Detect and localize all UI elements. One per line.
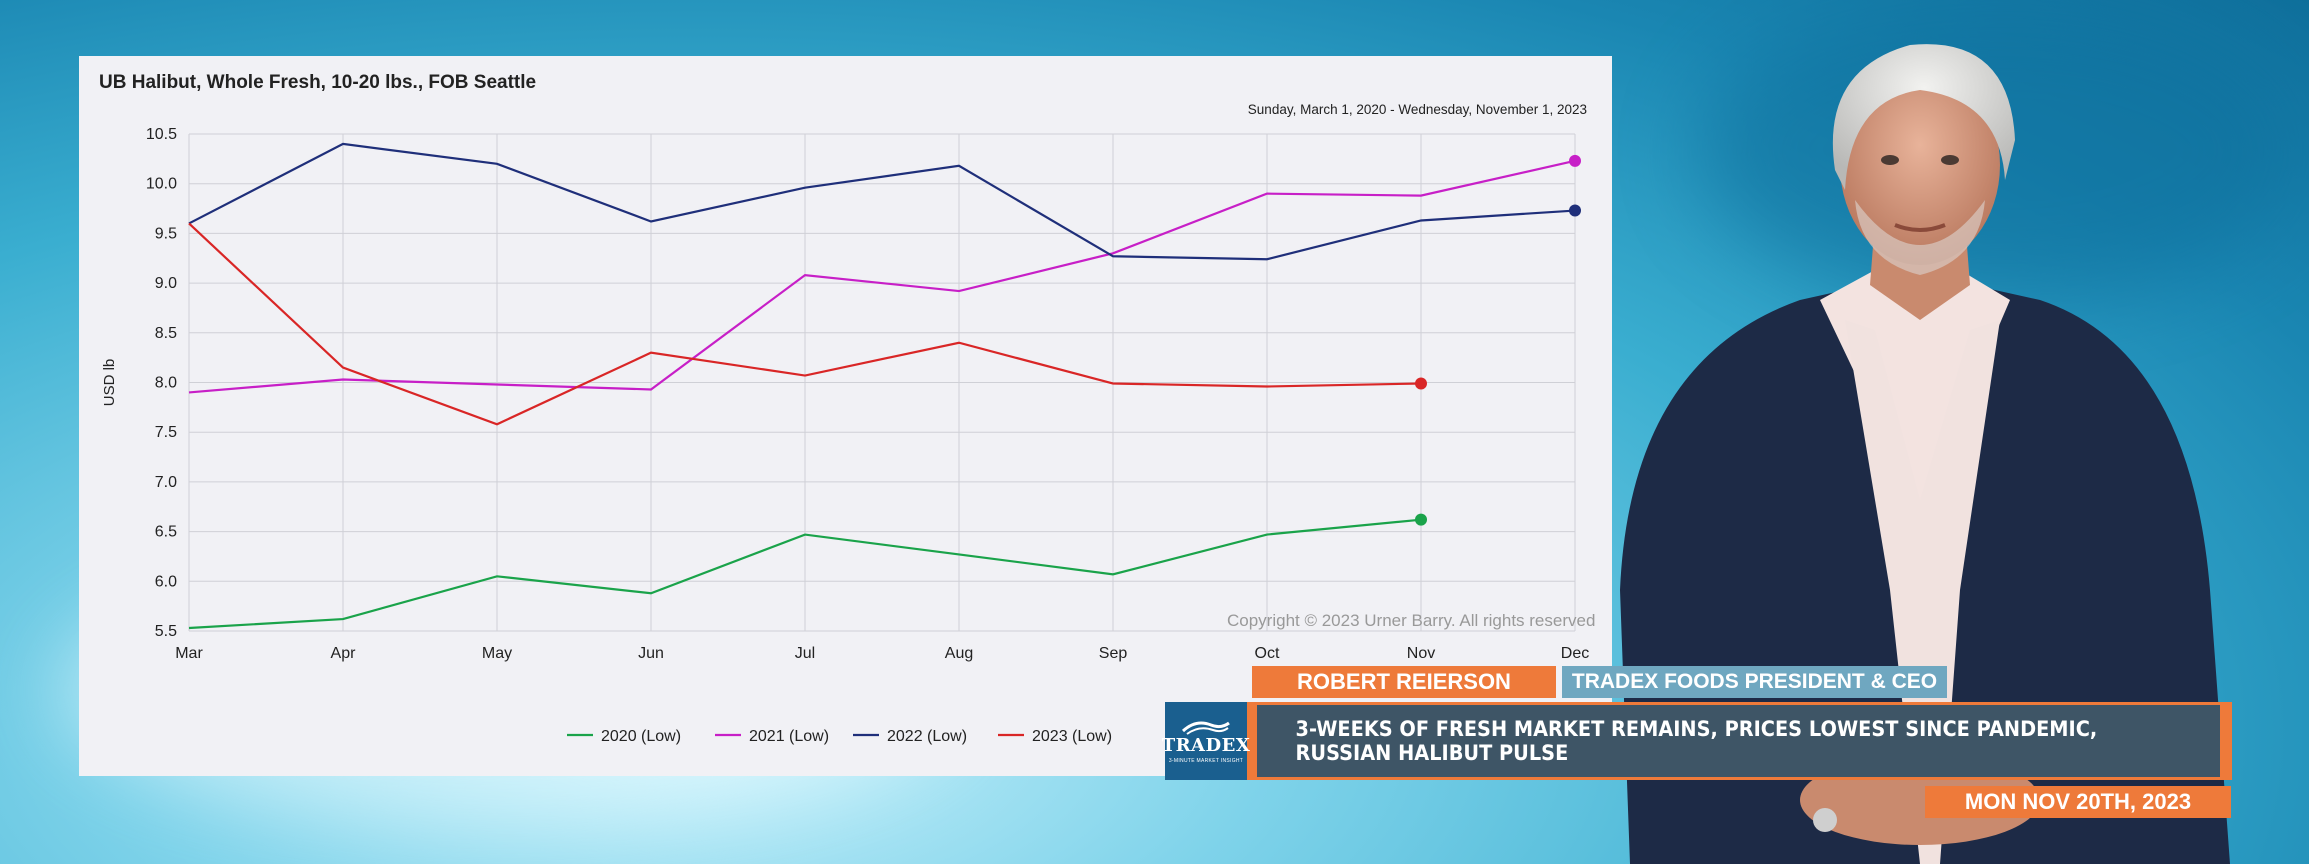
wave-icon [1181,721,1230,735]
y-tick-label: 7.5 [155,424,177,441]
logo-text: TRADEX [1161,734,1251,756]
chart-date-range: Sunday, March 1, 2020 - Wednesday, Novem… [1247,102,1587,117]
series-end-point [1569,204,1581,217]
legend-label: 2023 (Low) [1032,728,1112,745]
series-line-2023-low- [188,222,1422,426]
presenter-role-tag: TRADEX FOODS PRESIDENT & CEO [1562,666,1947,698]
y-tick-label: 10.0 [146,176,177,193]
chart-title: UB Halibut, Whole Fresh, 10-20 lbs., FOB… [99,72,537,93]
y-tick-label: 8.0 [155,375,177,392]
headline-text: 3-WEEKS OF FRESH MARKET REMAINS, PRICES … [1257,705,2220,777]
x-tick-label: Oct [1255,645,1280,662]
logo-subtext: 3-MINUTE MARKET INSIGHT [1168,757,1244,764]
x-tick-label: Jun [638,645,664,662]
x-tick-label: May [482,645,512,662]
y-axis-label: USD lb [101,359,118,407]
x-tick-label: Apr [331,645,357,662]
y-tick-label: 7.0 [155,474,177,491]
y-tick-label: 8.5 [155,325,177,342]
legend-label: 2021 (Low) [749,728,829,745]
x-tick-label: Mar [175,645,203,662]
series-end-point [1569,154,1581,167]
headline-label: 3-WEEKS OF FRESH MARKET REMAINS, PRICES … [1295,717,2098,765]
x-tick-label: Nov [1407,645,1435,662]
series-line-2020-low- [188,518,1422,630]
series-line-2021-low- [188,159,1576,394]
x-tick-label: Dec [1561,645,1589,662]
y-tick-label: 5.5 [155,623,177,640]
broadcast-date-tag: MON NOV 20TH, 2023 [1925,786,2231,818]
series-end-point [1415,377,1427,390]
tradex-logo: TRADEX 3-MINUTE MARKET INSIGHT [1162,702,1250,780]
legend-label: 2022 (Low) [887,728,967,745]
series-line-2022-low- [188,142,1576,261]
y-tick-label: 10.5 [146,126,177,143]
chart-panel: UB Halibut, Whole Fresh, 10-20 lbs., FOB… [79,56,1612,776]
y-tick-label: 6.5 [155,524,177,541]
y-tick-label: 9.0 [155,275,177,292]
chart-copyright: Copyright © 2023 Urner Barry. All rights… [1227,611,1596,630]
legend-label: 2020 (Low) [601,728,681,745]
line-chart: 10.5 10.0 9.5 9.0 8.5 8.0 7.5 7.0 6.5 6.0 5.5 Mar Ap… [101,126,1589,745]
x-tick-label: Aug [945,645,973,662]
x-tick-label: Sep [1099,645,1128,662]
series-end-point [1415,513,1427,526]
x-tick-label: Jul [795,645,815,662]
y-tick-label: 9.5 [155,225,177,242]
presenter-name-tag: ROBERT REIERSON [1252,666,1556,698]
y-tick-label: 6.0 [155,573,177,590]
